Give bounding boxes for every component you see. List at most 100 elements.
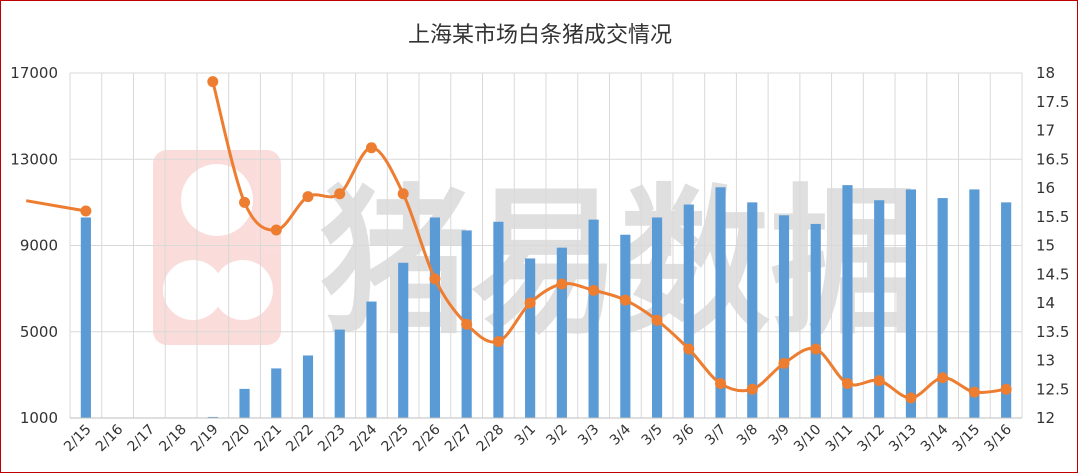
right-tick-label: 15.5 <box>1036 208 1069 226</box>
bar <box>525 258 536 418</box>
bar <box>905 189 917 418</box>
line-point <box>207 76 219 88</box>
watermark <box>153 150 281 345</box>
left-tick-label: 1000 <box>20 409 58 427</box>
bar <box>874 200 885 418</box>
x-tick-label: 3/14 <box>918 421 952 455</box>
bar <box>398 262 409 418</box>
x-tick-label: 2/18 <box>156 422 190 456</box>
x-tick-label: 2/24 <box>347 421 381 455</box>
watermark-text: 猪易数据 <box>320 169 920 356</box>
bar <box>715 187 726 418</box>
right-tick-label: 14.5 <box>1036 265 1069 283</box>
right-tick-label: 16 <box>1036 179 1055 197</box>
x-tick-label: 3/13 <box>886 422 920 456</box>
x-tick-label: 2/25 <box>378 422 412 456</box>
line-points <box>80 76 1012 404</box>
left-tick-label: 9000 <box>20 237 58 255</box>
right-tick-label: 15 <box>1036 237 1055 255</box>
line-point <box>778 357 790 369</box>
watermark-logo-circle <box>181 164 253 236</box>
line-point <box>429 273 441 285</box>
x-tick-label: 2/15 <box>61 422 95 456</box>
line-point <box>588 284 600 296</box>
bar <box>207 416 218 418</box>
bar <box>778 215 790 418</box>
x-tick-label: 2/26 <box>410 421 444 455</box>
x-tick-label: 2/16 <box>93 421 127 455</box>
right-tick-label: 12 <box>1036 409 1055 427</box>
bar <box>937 198 948 418</box>
right-tick-label: 16.5 <box>1036 150 1069 168</box>
x-tick-label: 2/20 <box>220 422 254 456</box>
x-tick-label: 3/8 <box>734 422 761 449</box>
bar <box>747 202 758 418</box>
line-point <box>461 318 473 330</box>
line-point <box>492 336 504 348</box>
watermark-logo-circle <box>213 260 273 320</box>
line-point <box>239 196 251 208</box>
left-axis-ticks: 1000 5000 9000 13000 17000 <box>10 64 58 427</box>
x-tick-label: 2/23 <box>315 422 349 456</box>
right-tick-label: 12.5 <box>1036 380 1069 398</box>
bar <box>302 355 314 418</box>
bar <box>683 204 694 418</box>
bar <box>1001 202 1012 418</box>
line-point <box>968 386 980 398</box>
right-tick-label: 13 <box>1036 352 1055 370</box>
line-point <box>746 383 758 395</box>
line-point <box>619 294 631 306</box>
line-point <box>937 372 949 384</box>
bar <box>810 223 821 418</box>
x-tick-label: 2/17 <box>125 422 159 456</box>
x-tick-label: 3/4 <box>607 421 634 448</box>
bar <box>334 329 345 418</box>
x-tick-label: 3/2 <box>543 422 570 449</box>
line-point <box>80 205 92 217</box>
line-point <box>683 343 695 355</box>
line-point <box>556 278 568 290</box>
line-point <box>651 314 663 326</box>
right-axis-ticks: 12 12.5 13 13.5 14 14.5 15 15.5 16 16.5 17 17.5 18 <box>1036 64 1069 427</box>
x-axis-ticks: 2/152/162/172/182/192/202/212/222/232/24… <box>61 421 1015 455</box>
right-tick-label: 14 <box>1036 294 1055 312</box>
watermark-logo-circle <box>163 260 223 320</box>
bar <box>842 185 853 418</box>
line-point <box>302 191 314 203</box>
x-tick-label: 3/5 <box>639 422 666 449</box>
right-tick-label: 17.5 <box>1036 93 1069 111</box>
line-point <box>270 224 282 236</box>
watermark-logo-block <box>153 150 281 345</box>
line-point <box>524 297 536 309</box>
line-point <box>365 142 377 154</box>
bar <box>969 189 980 418</box>
bar <box>271 368 282 418</box>
line-point <box>841 378 853 389</box>
line-point <box>334 188 346 200</box>
left-tick-label: 13000 <box>10 150 58 168</box>
x-tick-label: 3/3 <box>575 422 602 449</box>
bar <box>239 388 250 418</box>
bar <box>80 217 91 418</box>
bar <box>620 234 631 418</box>
right-tick-label: 13.5 <box>1036 323 1069 341</box>
x-tick-label: 3/9 <box>766 422 793 449</box>
right-tick-label: 17 <box>1036 122 1055 140</box>
x-tick-label: 3/15 <box>950 422 984 456</box>
right-tick-label: 18 <box>1036 64 1055 82</box>
x-tick-label: 3/16 <box>981 421 1015 455</box>
left-tick-label: 17000 <box>10 64 58 82</box>
x-tick-label: 3/1 <box>512 422 539 449</box>
line-point <box>397 188 409 200</box>
bar <box>366 301 377 418</box>
x-tick-label: 2/21 <box>252 422 286 456</box>
bar <box>429 217 441 418</box>
x-tick-label: 3/10 <box>791 422 825 456</box>
x-tick-label: 3/11 <box>823 422 857 456</box>
x-tick-label: 2/27 <box>442 422 476 456</box>
x-tick-label: 2/22 <box>283 422 317 456</box>
x-tick-label: 3/6 <box>670 421 697 448</box>
bar <box>588 219 599 418</box>
